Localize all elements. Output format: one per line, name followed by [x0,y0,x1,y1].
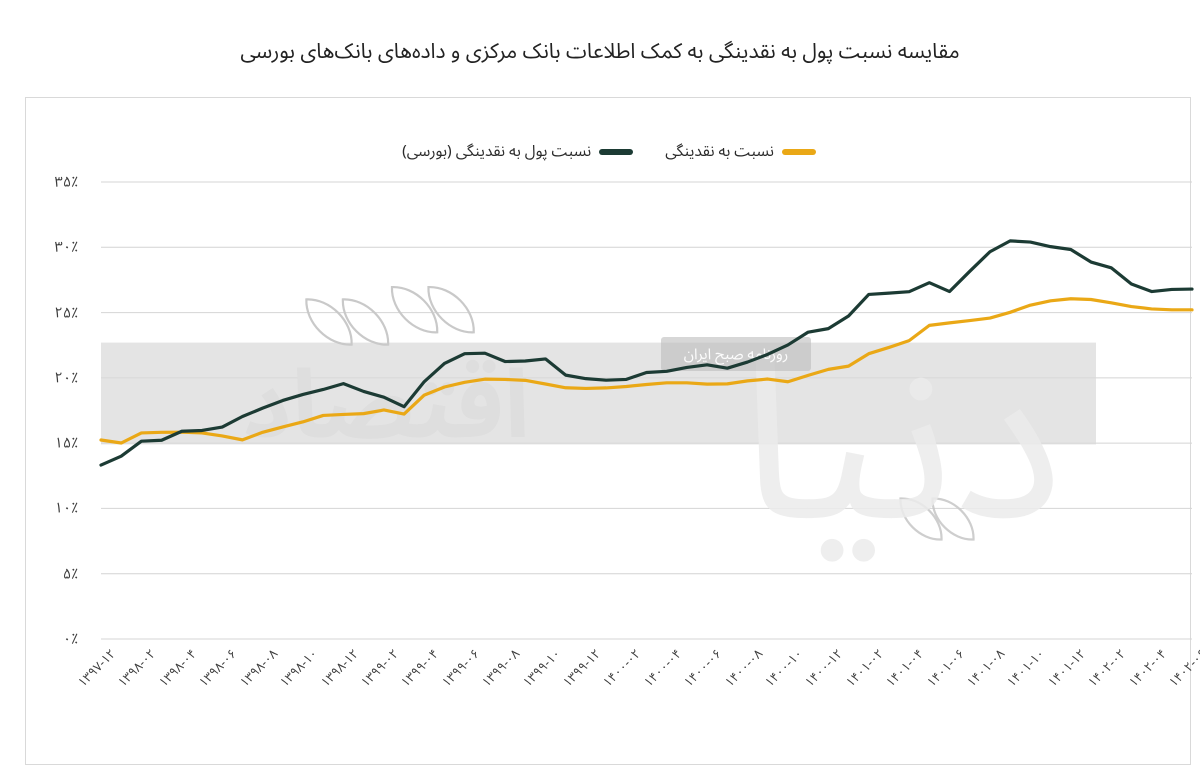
svg-text:دنیا: دنیا [739,201,1063,687]
svg-text:اقتصاد: اقتصاد [242,307,529,508]
